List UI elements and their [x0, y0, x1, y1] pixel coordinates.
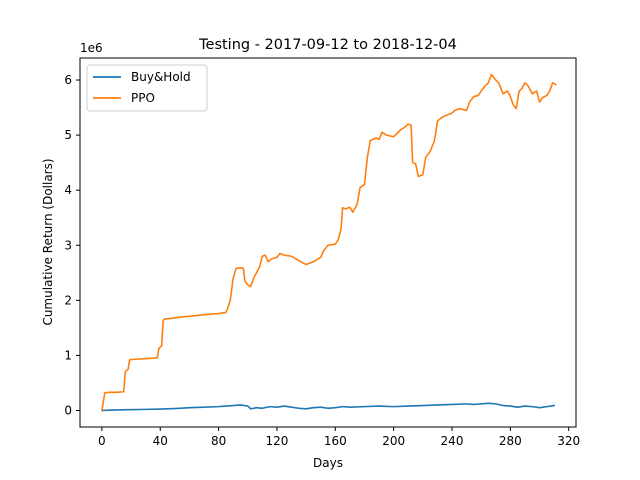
x-tick-label: 80: [211, 434, 226, 448]
x-tick-label: 120: [265, 434, 288, 448]
x-tick-label: 320: [557, 434, 580, 448]
x-tick-label: 280: [499, 434, 522, 448]
series-line-1: [100, 73, 557, 412]
x-tick-label: 0: [98, 434, 106, 448]
x-axis-label: Days: [313, 456, 343, 470]
chart-title: Testing - 2017-09-12 to 2018-12-04: [198, 37, 457, 53]
x-tick-label: 160: [324, 434, 347, 448]
x-tick-label: 240: [441, 434, 464, 448]
y-axis-offset-label: 1e6: [80, 41, 103, 55]
y-axis: 0 1 2 3 4 5 6: [64, 73, 80, 417]
x-tick-label: 200: [382, 434, 405, 448]
plot-frame: [79, 57, 577, 428]
y-axis-label: Cumulative Return (Dollars): [41, 158, 55, 325]
legend: Buy&Hold PPO: [86, 64, 208, 112]
y-tick-label: 3: [64, 238, 72, 252]
legend-label-0: Buy&Hold: [131, 70, 191, 84]
series-line-0: [101, 402, 556, 412]
y-tick-label: 5: [64, 128, 72, 142]
x-axis: 0 40 80 120 160 200 240 280 320: [98, 427, 580, 448]
y-tick-label: 1: [64, 348, 72, 362]
legend-label-1: PPO: [131, 91, 155, 105]
y-tick-label: 4: [64, 183, 72, 197]
y-tick-label: 6: [64, 73, 72, 87]
y-tick-label: 0: [64, 403, 72, 417]
x-tick-label: 40: [153, 434, 168, 448]
y-tick-label: 2: [64, 293, 72, 307]
series-layer: [100, 73, 557, 412]
